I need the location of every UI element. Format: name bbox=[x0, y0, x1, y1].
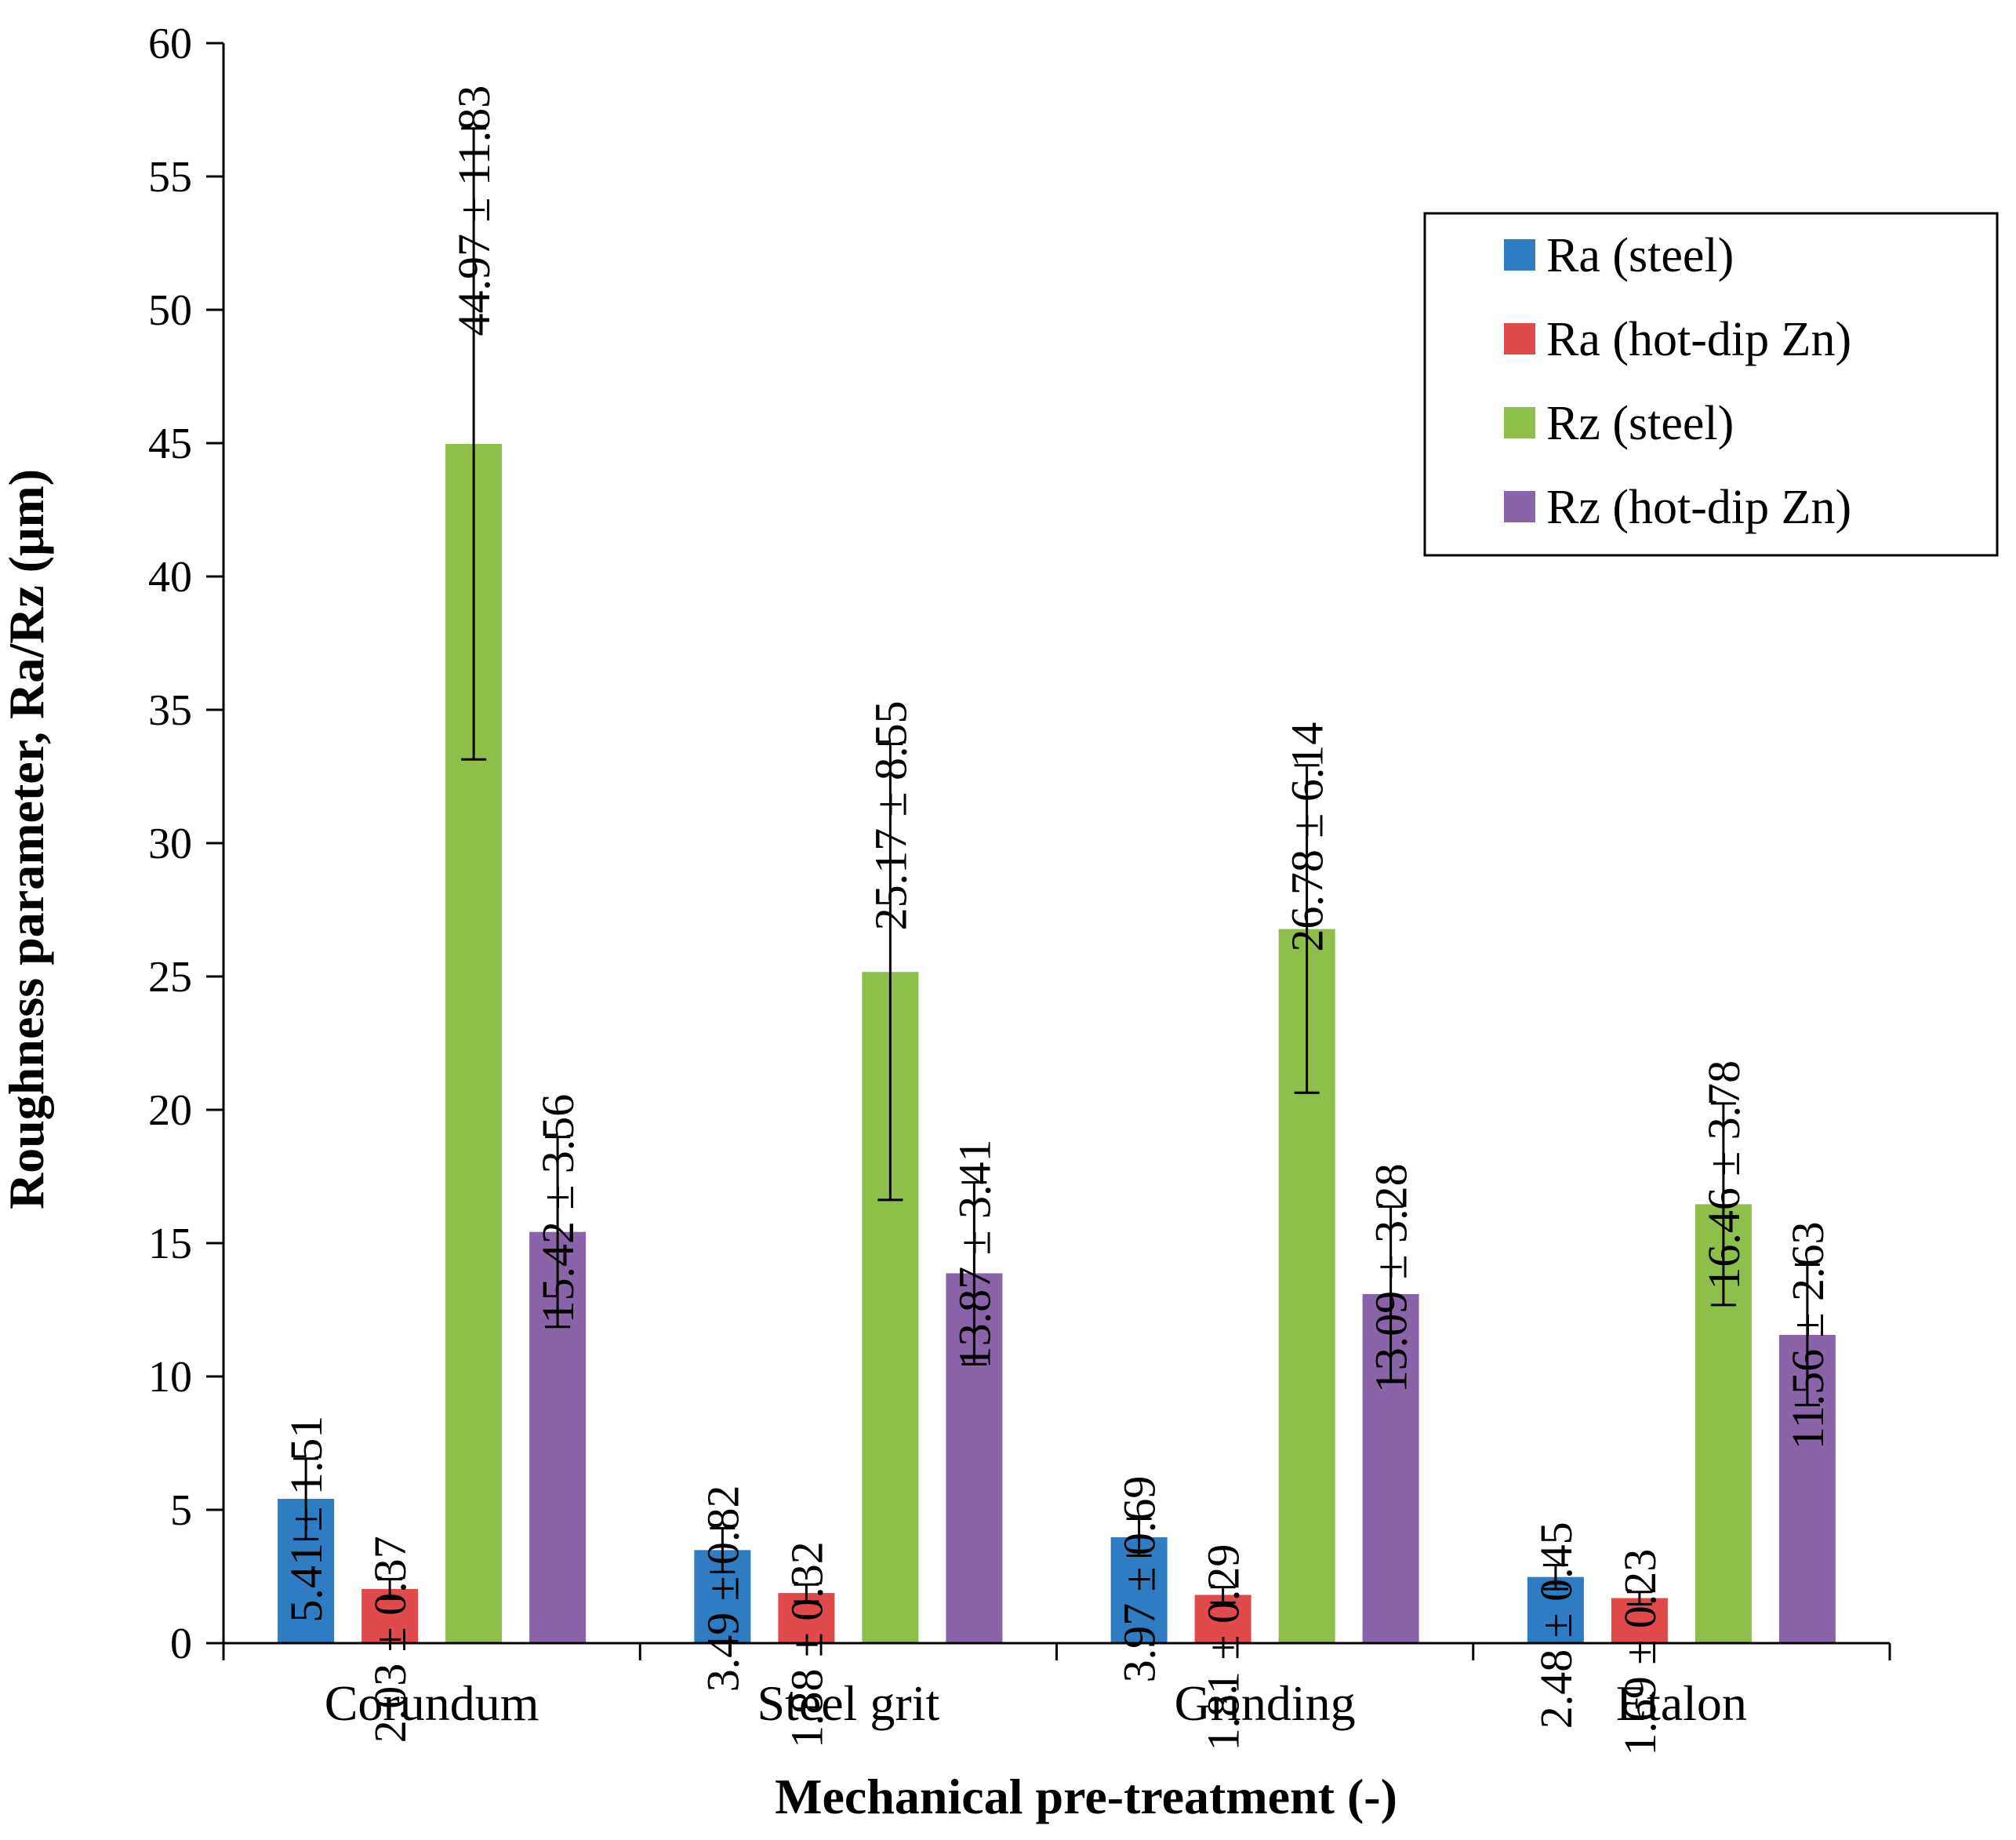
data-label: 5.41 ± 1.51 bbox=[281, 1416, 332, 1623]
data-label: 44.97 ± 11.83 bbox=[449, 85, 499, 336]
y-tick-label: 60 bbox=[148, 20, 192, 68]
data-label: 26.78 ± 6.14 bbox=[1282, 722, 1333, 952]
data-label: 1.69 ± 0.23 bbox=[1615, 1549, 1665, 1756]
y-ticks-layer: 0 5 10 15 20 25 30 35 40 45 50 55 60 bbox=[148, 20, 223, 1668]
legend-swatch bbox=[1504, 323, 1535, 355]
bars-layer bbox=[278, 444, 1836, 1643]
data-label: 2.48 ± 0.45 bbox=[1531, 1522, 1582, 1729]
y-tick-label: 5 bbox=[170, 1486, 192, 1535]
category-label: Steel grit bbox=[757, 1675, 939, 1731]
legend-label: Rz (hot-dip Zn) bbox=[1546, 481, 1851, 534]
legend-swatch bbox=[1504, 407, 1535, 438]
legend-swatch bbox=[1504, 491, 1535, 522]
x-axis-title: Mechanical pre-treatment (-) bbox=[775, 1769, 1397, 1824]
y-tick-label: 15 bbox=[148, 1220, 192, 1268]
y-tick-label: 30 bbox=[148, 820, 192, 868]
legend-label: Ra (hot-dip Zn) bbox=[1546, 313, 1851, 366]
y-tick-label: 55 bbox=[148, 153, 192, 202]
legend-swatch bbox=[1504, 239, 1535, 271]
legend: Ra (steel) Ra (hot-dip Zn) Rz (steel) Rz (h… bbox=[1423, 212, 1999, 557]
data-label: 1.88 ± 0.32 bbox=[781, 1541, 832, 1748]
y-tick-label: 40 bbox=[148, 553, 192, 602]
legend-items: Ra (steel) Ra (hot-dip Zn) Rz (steel) Rz (h… bbox=[1504, 229, 1851, 534]
category-label: Etalon bbox=[1616, 1675, 1747, 1731]
y-tick-label: 0 bbox=[170, 1620, 192, 1668]
y-tick-label: 20 bbox=[148, 1086, 192, 1135]
y-axis-title: Roughness parameter, Ra/Rz (μm) bbox=[0, 469, 54, 1209]
y-tick-label: 50 bbox=[148, 286, 192, 335]
data-label: 13.09 ± 3.28 bbox=[1366, 1163, 1417, 1393]
legend-label: Ra (steel) bbox=[1546, 229, 1734, 282]
bar bbox=[1611, 1598, 1668, 1643]
data-label: 2.03 ± 0.37 bbox=[365, 1536, 416, 1743]
y-tick-label: 10 bbox=[148, 1353, 192, 1402]
data-label: 15.42 ± 3.56 bbox=[532, 1094, 583, 1324]
legend-label: Rz (steel) bbox=[1546, 397, 1734, 450]
error-bars-layer bbox=[293, 127, 1820, 1605]
data-label: 25.17 ± 8.55 bbox=[865, 701, 916, 931]
data-labels-layer: 5.41 ± 1.51 2.03 ± 0.37 44.97 ± 11.83 15.42… bbox=[281, 85, 1833, 1756]
y-tick-label: 25 bbox=[148, 953, 192, 1002]
x-ticks-layer: Corundum Steel grit Grinding Etalon bbox=[222, 1643, 1891, 1731]
y-tick-label: 45 bbox=[148, 420, 192, 468]
data-label: 3.97 ± 0.69 bbox=[1114, 1476, 1165, 1683]
y-tick-label: 35 bbox=[148, 686, 192, 735]
data-label: 11.56 ± 2.63 bbox=[1782, 1222, 1833, 1450]
data-label: 1.81 ± 0.29 bbox=[1198, 1544, 1249, 1751]
category-label: Grinding bbox=[1175, 1675, 1356, 1731]
data-label: 3.49 ± 0.82 bbox=[697, 1485, 748, 1692]
data-label: 13.87 ± 3.41 bbox=[949, 1139, 1000, 1369]
data-label: 16.46 ± 3.78 bbox=[1698, 1060, 1749, 1290]
category-label: Corundum bbox=[325, 1675, 539, 1731]
